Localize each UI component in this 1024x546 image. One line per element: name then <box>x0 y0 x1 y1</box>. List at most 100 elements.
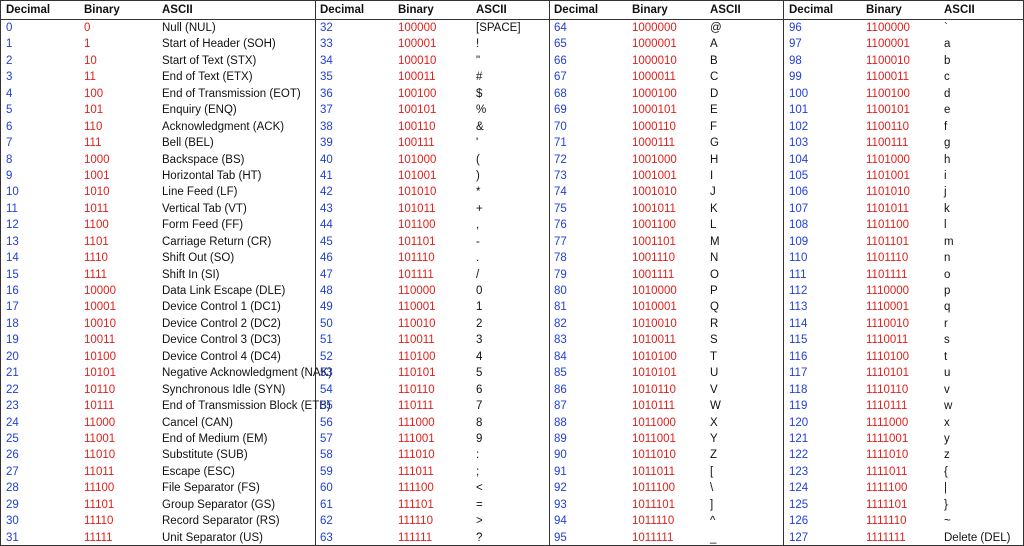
binary-cell: 110111 <box>398 400 434 413</box>
binary-cell: 10011 <box>84 334 116 347</box>
ascii-cell: \ <box>710 482 714 495</box>
ascii-cell: File Separator (FS) <box>162 482 260 495</box>
binary-cell: 1011111 <box>632 531 674 544</box>
decimal-cell: 27 <box>6 465 19 478</box>
ascii-cell: h <box>944 153 951 166</box>
column-header: ASCII <box>476 4 507 16</box>
ascii-cell: r <box>944 317 948 330</box>
ascii-cell: Vertical Tab (VT) <box>162 202 247 215</box>
ascii-cell: D <box>710 87 719 100</box>
decimal-cell: 48 <box>320 285 333 297</box>
binary-cell: 1111001 <box>866 432 909 445</box>
ascii-cell: w <box>944 400 953 413</box>
binary-cell: 1011011 <box>632 465 676 478</box>
ascii-cell: [ <box>710 465 714 478</box>
decimal-cell: 39 <box>320 137 333 150</box>
ascii-cell: End of Transmission (EOT) <box>162 87 301 100</box>
decimal-cell: 127 <box>789 531 809 544</box>
decimal-cell: 13 <box>6 235 19 248</box>
decimal-cell: 69 <box>554 104 567 117</box>
decimal-cell: 57 <box>320 432 333 445</box>
binary-cell: 101001 <box>398 169 437 182</box>
binary-cell: 111111 <box>398 531 433 544</box>
decimal-cell: 105 <box>789 169 809 182</box>
binary-cell: 1001111 <box>632 268 675 281</box>
column-header: Decimal <box>554 4 599 16</box>
binary-cell: 1000 <box>84 153 110 166</box>
ascii-cell: f <box>944 120 948 133</box>
border <box>0 0 1 546</box>
binary-cell: 1111 <box>84 268 108 281</box>
ascii-cell: 3 <box>476 334 483 347</box>
decimal-cell: 96 <box>789 22 802 34</box>
ascii-cell: ; <box>476 465 480 478</box>
binary-cell: 1011001 <box>632 432 676 445</box>
decimal-cell: 50 <box>320 317 333 330</box>
binary-cell: 111100 <box>398 482 434 495</box>
column-header: Decimal <box>320 4 365 16</box>
ascii-cell: q <box>944 301 951 314</box>
ascii-cell: e <box>944 104 951 117</box>
decimal-cell: 95 <box>554 531 567 544</box>
ascii-cell: I <box>710 169 714 182</box>
binary-cell: 1010000 <box>632 285 677 297</box>
ascii-cell: c <box>944 71 950 84</box>
decimal-cell: 118 <box>789 383 808 396</box>
binary-cell: 110001 <box>398 301 436 314</box>
column-header: Decimal <box>789 4 834 16</box>
ascii-cell: : <box>476 449 480 462</box>
binary-cell: 10001 <box>84 301 116 314</box>
binary-cell: 1110000 <box>866 285 910 297</box>
column-header: ASCII <box>710 4 741 16</box>
ascii-cell: & <box>476 120 484 133</box>
decimal-cell: 49 <box>320 301 333 314</box>
binary-cell: 1010 <box>84 186 110 199</box>
decimal-cell: 87 <box>554 400 567 413</box>
decimal-cell: 90 <box>554 449 567 462</box>
ascii-cell: 4 <box>476 350 483 363</box>
decimal-cell: 25 <box>6 432 19 445</box>
decimal-cell: 51 <box>320 334 333 347</box>
decimal-cell: 7 <box>6 137 13 150</box>
binary-cell: 1111011 <box>866 465 908 478</box>
ascii-cell: g <box>944 137 951 150</box>
ascii-cell: 0 <box>476 285 483 297</box>
decimal-cell: 80 <box>554 285 567 297</box>
decimal-cell: 58 <box>320 449 333 462</box>
binary-cell: 110011 <box>398 334 435 347</box>
binary-cell: 1100111 <box>866 137 909 150</box>
binary-cell: 11101 <box>84 498 115 511</box>
ascii-cell: X <box>710 416 718 429</box>
binary-cell: 101111 <box>398 268 434 281</box>
decimal-cell: 98 <box>789 54 802 67</box>
ascii-cell: T <box>710 350 718 363</box>
decimal-cell: 76 <box>554 219 567 232</box>
binary-cell: 100010 <box>398 54 437 67</box>
ascii-cell: Form Feed (FF) <box>162 219 244 232</box>
binary-cell: 111101 <box>398 498 434 511</box>
binary-cell: 10 <box>84 54 97 67</box>
decimal-cell: 68 <box>554 87 567 100</box>
decimal-cell: 59 <box>320 465 333 478</box>
binary-cell: 11001 <box>84 432 116 445</box>
decimal-cell: 112 <box>789 285 808 297</box>
decimal-cell: 8 <box>6 153 13 166</box>
column-header: Binary <box>84 4 120 16</box>
ascii-cell: 7 <box>476 400 483 413</box>
binary-cell: 101100 <box>398 219 436 232</box>
decimal-cell: 37 <box>320 104 333 117</box>
binary-cell: 111001 <box>398 432 435 445</box>
binary-cell: 100 <box>84 87 104 100</box>
decimal-cell: 64 <box>554 22 567 34</box>
binary-cell: 1011100 <box>632 482 676 495</box>
ascii-cell: Start of Text (STX) <box>162 54 257 67</box>
decimal-cell: 62 <box>320 515 333 528</box>
ascii-cell: E <box>710 104 718 117</box>
decimal-cell: 94 <box>554 515 567 528</box>
binary-cell: 10000 <box>84 285 116 297</box>
decimal-cell: 17 <box>6 301 19 314</box>
decimal-cell: 29 <box>6 498 19 511</box>
binary-cell: 101101 <box>398 235 436 248</box>
ascii-cell: W <box>710 400 721 413</box>
